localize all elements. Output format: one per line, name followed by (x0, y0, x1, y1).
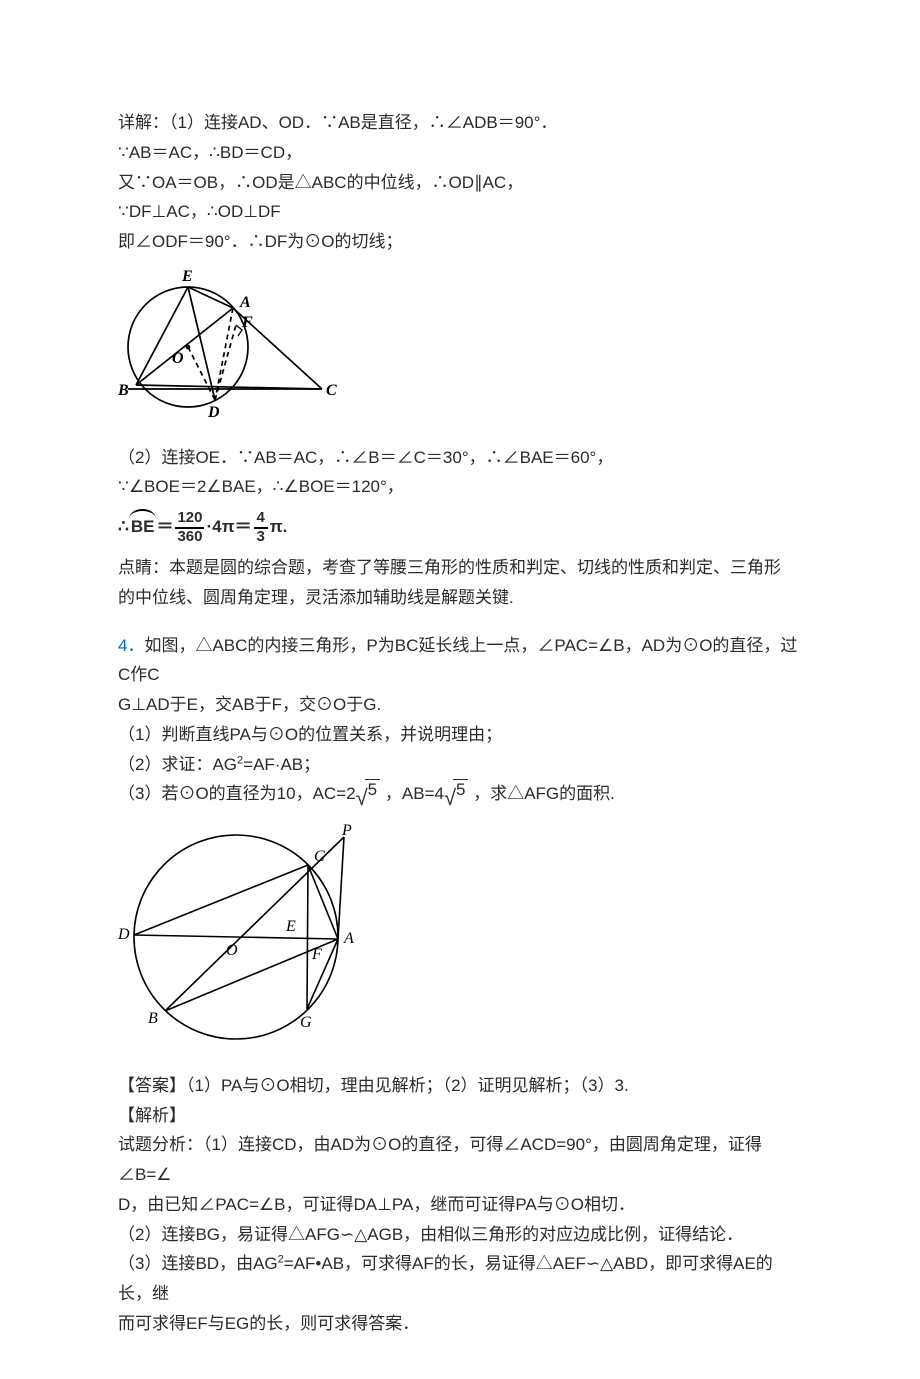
explain-line-4: ∵DF⊥AC，∴OD⊥DF (118, 197, 804, 227)
explain-line-1: 详解：（1）连接AD、OD．∵AB是直径，∴∠ADB＝90°． (118, 108, 804, 138)
figure-1-svg: E A F O B D C (118, 265, 350, 425)
fig1-label-O: O (172, 350, 184, 367)
fig2-label-B: B (148, 1010, 158, 1027)
arc-prefix: ∴ (118, 517, 129, 536)
answer4-analysis-head: 【解析】 (118, 1101, 804, 1131)
fig2-label-F: F (311, 946, 322, 963)
fig2-label-P: P (341, 822, 352, 839)
figure-2-svg: P C E A F D O B G (118, 817, 366, 1053)
problem4-q2-post: =AF·AB； (243, 755, 320, 774)
explain-line-3: 又∵OA＝OB，∴OD是△ABC的中位线，∴OD∥AC， (118, 168, 804, 198)
arc-eq1: ＝ (156, 517, 173, 536)
problem4-q2-pre: （2）求证：AG (118, 755, 237, 774)
arc-frac2-den: 3 (254, 529, 266, 546)
answer4-line-1: 试题分析：（1）连接CD，由AD为⊙O的直径，可得∠ACD=90°，由圆周角定理… (118, 1130, 804, 1190)
problem4-line-1: 4．如图，△ABC的内接三角形，P为BC延长线上一点，∠PAC=∠B，AD为⊙O… (118, 631, 804, 691)
answer4-line-2: D，由已知∠PAC=∠B，可证得DA⊥PA，继而可证得PA与⊙O相切． (118, 1190, 804, 1220)
fig1-label-F: F (241, 314, 253, 331)
problem4-q3-mid: ，AB=4 (380, 784, 444, 803)
arc-equation: ∴BE＝120360·4π＝43π. (118, 510, 804, 545)
fig2-label-C: C (314, 848, 325, 865)
part2-line-1: （2）连接OE．∵AB＝AC，∴∠B＝∠C＝30°，∴∠BAE＝60°， (118, 443, 804, 473)
comment-line-2: 的中位线、圆周角定理，灵活添加辅助线是解题关键. (118, 583, 804, 613)
sqrt-5-a: √5 (356, 779, 381, 800)
figure-2: P C E A F D O B G (118, 817, 804, 1063)
answer4-line-4: （3）连接BD，由AG2=AF•AB，可求得AF的长，易证得△AEF∽△ABD，… (118, 1249, 804, 1309)
arc-suffix: π. (270, 517, 288, 536)
problem4-q3-post: ，求△AFG的面积. (468, 784, 614, 803)
fig2-label-G: G (300, 1014, 312, 1031)
arc-frac1-den: 360 (175, 529, 204, 546)
problem4-line-1b: G⊥AD于E，交AB于F，交⊙O于G. (118, 690, 804, 720)
explain-line-2: ∵AB＝AC，∴BD＝CD， (118, 138, 804, 168)
arc-frac-1: 120360 (175, 510, 204, 545)
arc-frac1-num: 120 (175, 510, 204, 527)
fig1-label-A: A (239, 294, 251, 311)
arc-frac2-num: 4 (254, 510, 266, 527)
radical-icon: √ (356, 792, 368, 804)
fig1-label-E: E (181, 268, 193, 285)
problem4-q2: （2）求证：AG2=AF·AB； (118, 750, 804, 780)
fig1-label-B: B (118, 382, 129, 399)
answer4-head: 【答案】（1）PA与⊙O相切，理由见解析；（2）证明见解析；（3）3. (118, 1071, 804, 1101)
fig1-label-C: C (326, 382, 337, 399)
arc-mid: ·4π＝ (206, 517, 251, 536)
fig2-label-A: A (343, 930, 354, 947)
problem4-q3-pre: （3）若⊙O的直径为10，AC=2 (118, 784, 356, 803)
fig2-label-D: D (118, 926, 130, 943)
part2-line-2: ∵∠BOE＝2∠BAE，∴∠BOE＝120°， (118, 472, 804, 502)
figure-1: E A F O B D C (118, 265, 804, 435)
fig2-label-E: E (285, 918, 296, 935)
fig1-label-D: D (207, 404, 220, 421)
problem4-text-1a: 如图，△ABC的内接三角形，P为BC延长线上一点，∠PAC=∠B，AD为⊙O的直… (118, 636, 797, 685)
problem4-q3: （3）若⊙O的直径为10，AC=2√5 ，AB=4√5 ，求△AFG的面积. (118, 779, 804, 809)
fig2-label-O: O (226, 942, 238, 959)
problem4-q1: （1）判断直线PA与⊙O的位置关系，并说明理由； (118, 720, 804, 750)
answer4-line-5: 而可求得EF与EG的长，则可求得答案． (118, 1309, 804, 1339)
sqrt-5-b: √5 (444, 779, 469, 800)
radical-icon: √ (444, 792, 456, 804)
answer4-line-3: （2）连接BG，易证得△AFG∽△AGB，由相似三角形的对应边成比例，证得结论． (118, 1220, 804, 1250)
arc-be-label: BE (129, 512, 157, 542)
answer4-line-4a: （3）连接BD，由AG (118, 1254, 278, 1273)
problem4-number: 4． (118, 636, 144, 655)
comment-line-1: 点睛：本题是圆的综合题，考查了等腰三角形的性质和判定、切线的性质和判定、三角形 (118, 553, 804, 583)
arc-frac-2: 43 (254, 510, 268, 545)
page-root: 详解：（1）连接AD、OD．∵AB是直径，∴∠ADB＝90°． ∵AB＝AC，∴… (0, 0, 920, 1379)
explain-line-5: 即∠ODF＝90°．∴DF为⊙O的切线； (118, 227, 804, 257)
